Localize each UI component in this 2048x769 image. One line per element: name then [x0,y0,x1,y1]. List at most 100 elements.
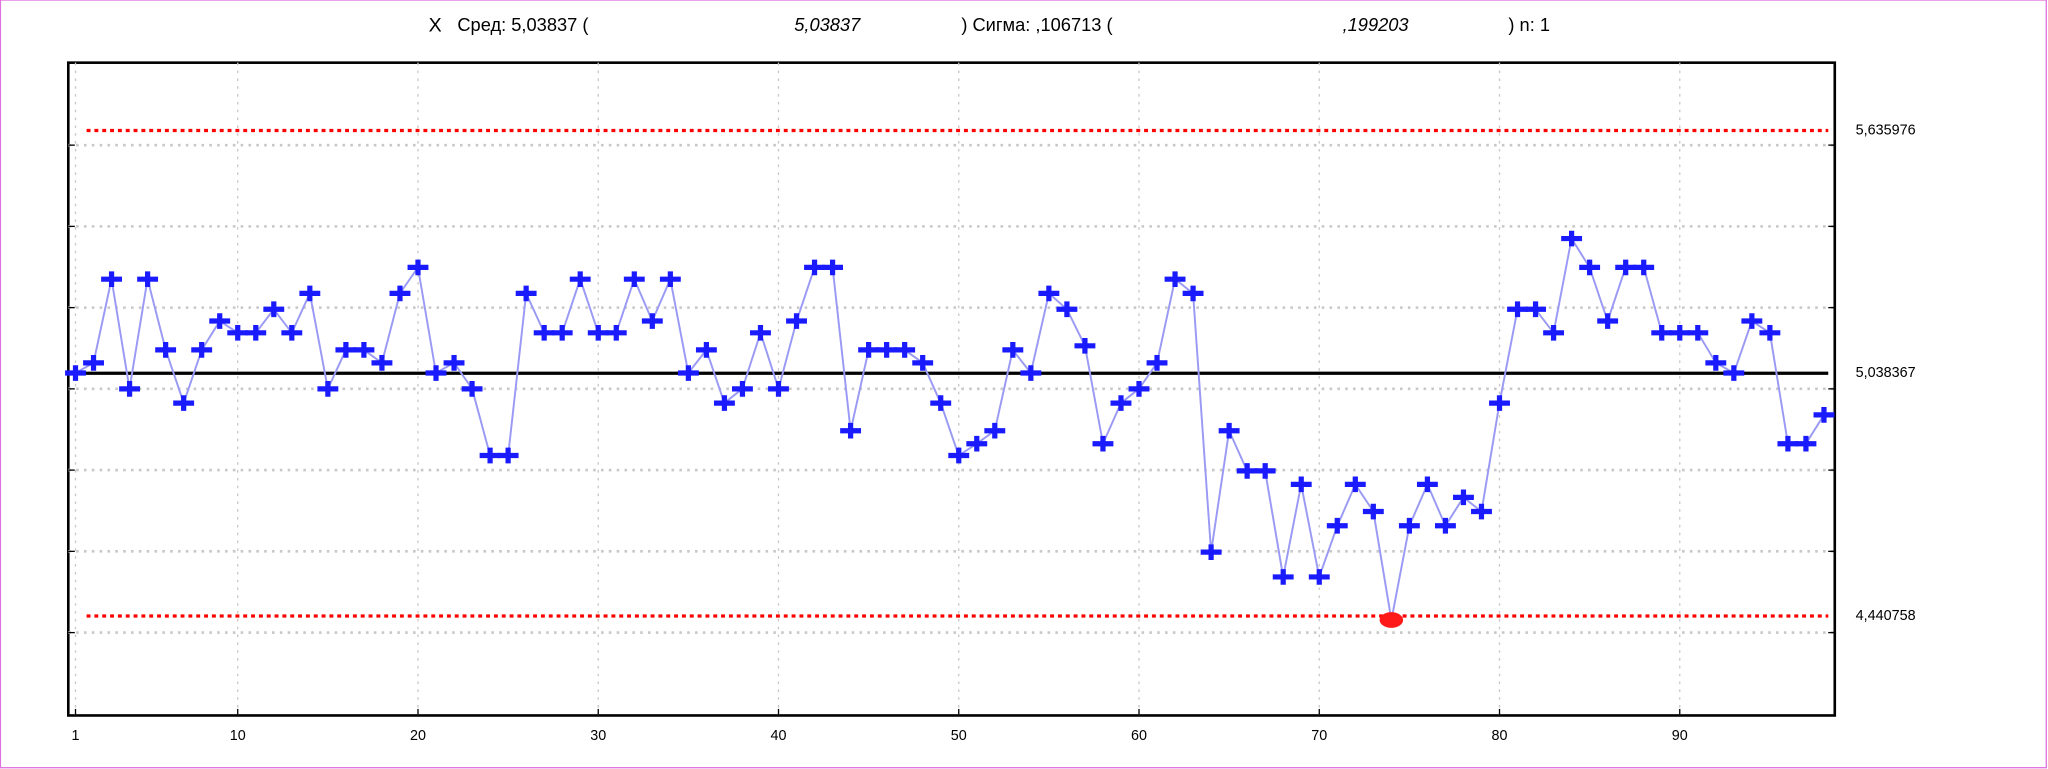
center-label: 5,038367 [1856,365,1916,381]
data-point [83,355,104,371]
data-point [1218,422,1240,439]
ucl-label: 5,635976 [1856,122,1916,138]
data-point [407,259,429,276]
data-point [1308,569,1330,585]
data-point [1543,324,1565,341]
data-point [912,355,934,371]
data-point [1633,259,1655,276]
data-point [479,447,501,464]
data-point [1615,259,1637,276]
data-point [768,381,789,397]
data-point [1416,476,1438,493]
data-point [65,365,86,381]
data-point [461,381,483,397]
data-point [930,395,952,411]
x-tick-label: 50 [951,728,967,744]
data-point [1344,476,1366,493]
data-point [1651,324,1673,341]
title: X Сред: 5,03837 (5,03837) Сигма: ,106713 … [429,14,1550,36]
data-point [1290,476,1312,493]
data-point [317,381,339,397]
title-part: 5,03837 [794,14,861,35]
data-point [984,422,1006,439]
data-point [1146,355,1168,371]
data-point [515,285,537,302]
data-point [750,324,771,341]
x-tick-label: 30 [590,728,606,744]
data-point [1398,517,1420,534]
data-point [1579,259,1601,276]
data-point [659,271,681,288]
data-point [1056,301,1078,318]
data-point [551,324,573,341]
title-part: ) n: 1 [1508,14,1550,35]
data-point [1092,435,1114,452]
x-tick-label: 80 [1492,728,1508,744]
data-point [822,259,844,276]
data-point [1453,489,1474,506]
data-point [1507,301,1528,318]
data-point [1669,324,1691,341]
data-point [1471,503,1492,520]
data-point [1687,324,1709,341]
data-point [948,447,970,464]
data-point [1434,517,1456,534]
x-tick-label: 60 [1131,728,1147,744]
data-point [894,342,916,358]
data-point [1362,503,1384,520]
title-part: ) Сигма: ,106713 ( [961,14,1112,35]
x-tick-label: 1 [72,728,80,744]
data-point [263,301,285,318]
data-point [1326,517,1348,534]
data-point [876,342,898,358]
title-part: Сред: 5,03837 ( [457,14,588,35]
data-point [1759,324,1781,341]
data-point [786,313,807,329]
data-point [569,271,591,288]
data-point [245,324,267,341]
data-point [1020,365,1042,381]
data-point [1200,544,1222,561]
data-point [840,422,862,439]
data-point [1795,435,1817,452]
data-point [443,355,465,371]
data-point [804,259,825,276]
data-point [1236,463,1258,479]
data-point [299,285,321,302]
data-point [605,324,627,341]
data-point [119,381,141,397]
x-tick-label: 90 [1672,728,1688,744]
data-point [389,285,411,302]
data-point [1038,285,1060,302]
data-line [74,235,1825,621]
data-point [533,324,555,341]
data-point [966,435,988,452]
data-point [1489,395,1510,411]
data-point [732,381,753,397]
data-point [173,395,195,411]
data-point [641,313,663,329]
lcl-label: 4,440758 [1856,608,1916,624]
data-point [623,271,645,288]
data-point [371,355,393,371]
data-point [1074,337,1096,354]
data-point [1597,313,1619,329]
data-point [1164,271,1186,288]
data-point [155,342,177,358]
data-point [137,271,159,288]
data-point [497,447,519,464]
data-point [335,342,357,358]
data-point [191,342,213,358]
data-point [1813,407,1835,423]
data-point [1182,285,1204,302]
data-point [1777,435,1799,452]
data-point [695,342,717,358]
x-tick-label: 70 [1311,728,1327,744]
data-point [227,324,249,341]
out-of-control-point [1379,612,1404,628]
x-tick-label: 20 [410,728,426,744]
data-point [677,365,699,381]
data-point [1002,342,1024,358]
